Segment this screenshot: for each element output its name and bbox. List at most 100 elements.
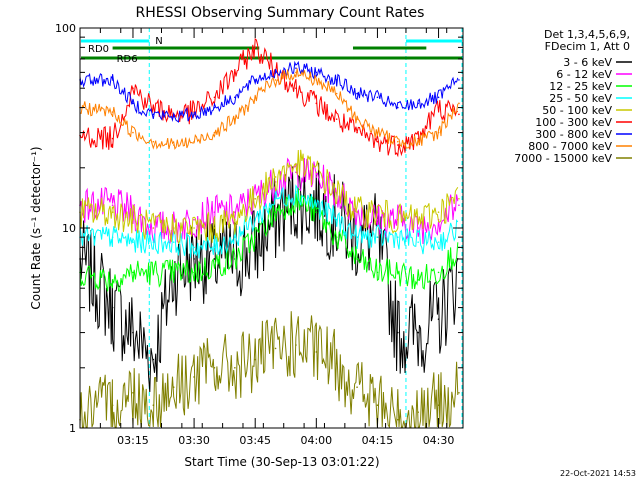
- data-point: [437, 96, 440, 99]
- data-point: [111, 204, 114, 207]
- x-axis: 03:15 03:30 03:45 04:00 04:15 04:30: [79, 28, 455, 447]
- series-line: [79, 157, 459, 245]
- timestamp: 22-Oct-2021 14:53: [560, 469, 636, 478]
- data-point: [111, 111, 114, 113]
- data-point: [417, 331, 419, 334]
- data-point: [132, 331, 134, 334]
- y-axis-label: Count Rate (s⁻¹ detector⁻¹): [29, 146, 43, 309]
- data-point: [132, 391, 134, 394]
- series-line: [79, 188, 459, 292]
- data-point: [172, 144, 175, 146]
- data-point: [152, 271, 155, 274]
- data-point: [397, 218, 399, 221]
- flag-label: N: [155, 36, 162, 47]
- data-point: [295, 162, 297, 165]
- data-point: [437, 131, 440, 134]
- data-point: [315, 204, 318, 207]
- data-point: [397, 144, 399, 146]
- data-point: [315, 71, 318, 74]
- data-point: [458, 113, 460, 116]
- data-point: [458, 102, 460, 105]
- data-point: [152, 113, 155, 116]
- data-point: [254, 358, 257, 361]
- data-point: [132, 218, 134, 221]
- data-point: [193, 271, 195, 274]
- legend-label: 12 - 25 keV: [549, 80, 612, 93]
- data-point: [193, 113, 195, 116]
- data-point: [397, 236, 399, 238]
- data-point: [397, 271, 399, 274]
- data-point: [335, 79, 338, 81]
- data-point: [376, 140, 379, 143]
- data-point: [295, 87, 297, 90]
- header-line-2: FDecim 1, Att 0: [545, 40, 630, 53]
- data-point: [376, 211, 379, 213]
- data-point: [376, 404, 379, 407]
- data-point: [295, 344, 297, 346]
- data-point: [458, 197, 460, 200]
- header-line-1: Det 1,3,4,5,6,9,: [544, 28, 630, 41]
- data-point: [458, 391, 460, 394]
- data-point: [111, 137, 114, 140]
- data-point: [295, 67, 297, 69]
- data-point: [234, 96, 236, 99]
- data-point: [356, 118, 358, 120]
- data-point: [152, 358, 155, 361]
- data-point: [234, 236, 236, 238]
- x-axis-label: Start Time (30-Sep-13 03:01:22): [184, 455, 379, 469]
- x-tick-label: 04:15: [362, 434, 394, 447]
- data-point: [356, 258, 358, 260]
- data-point: [213, 227, 216, 229]
- series-line: [79, 311, 459, 429]
- data-point: [193, 258, 195, 260]
- data-point: [335, 191, 338, 194]
- data-point: [111, 279, 114, 281]
- data-point: [254, 218, 257, 221]
- flag-label: RD6: [117, 54, 138, 65]
- data-point: [213, 131, 216, 134]
- data-point: [437, 106, 440, 109]
- legend-label: 50 - 100 keV: [542, 104, 612, 117]
- data-point: [234, 71, 236, 74]
- data-point: [254, 96, 257, 99]
- data-point: [437, 271, 440, 274]
- series-8: [79, 311, 460, 429]
- data-point: [417, 227, 419, 229]
- data-point: [152, 241, 155, 243]
- data-point: [295, 71, 297, 74]
- data-point: [397, 331, 399, 334]
- data-point: [213, 258, 216, 260]
- data-point: [234, 118, 236, 120]
- data-point: [152, 106, 155, 109]
- series-line: [79, 184, 459, 259]
- data-point: [458, 204, 460, 207]
- series-line: [79, 60, 459, 123]
- data-point: [234, 366, 236, 369]
- data-point: [234, 211, 236, 213]
- data-point: [234, 218, 236, 221]
- data-point: [152, 140, 155, 143]
- data-point: [356, 386, 358, 388]
- data-point: [356, 131, 358, 134]
- x-tick-label: 04:30: [423, 434, 455, 447]
- data-point: [193, 140, 195, 143]
- data-point: [315, 79, 318, 81]
- data-point: [274, 176, 277, 178]
- data-point: [315, 102, 318, 105]
- data-point: [417, 102, 419, 105]
- legend-label: 6 - 12 keV: [556, 68, 612, 81]
- data-point: [111, 404, 114, 407]
- data-point: [132, 271, 134, 274]
- data-point: [295, 191, 297, 194]
- legend-label: 7000 - 15000 keV: [514, 152, 612, 165]
- data-point: [172, 227, 175, 229]
- data-point: [295, 197, 297, 200]
- data-point: [397, 140, 399, 143]
- series-line: [79, 37, 459, 158]
- data-point: [376, 271, 379, 274]
- legend-label: 100 - 300 keV: [535, 116, 612, 129]
- data-point: [254, 197, 257, 200]
- data-point: [315, 211, 318, 213]
- data-point: [254, 246, 257, 249]
